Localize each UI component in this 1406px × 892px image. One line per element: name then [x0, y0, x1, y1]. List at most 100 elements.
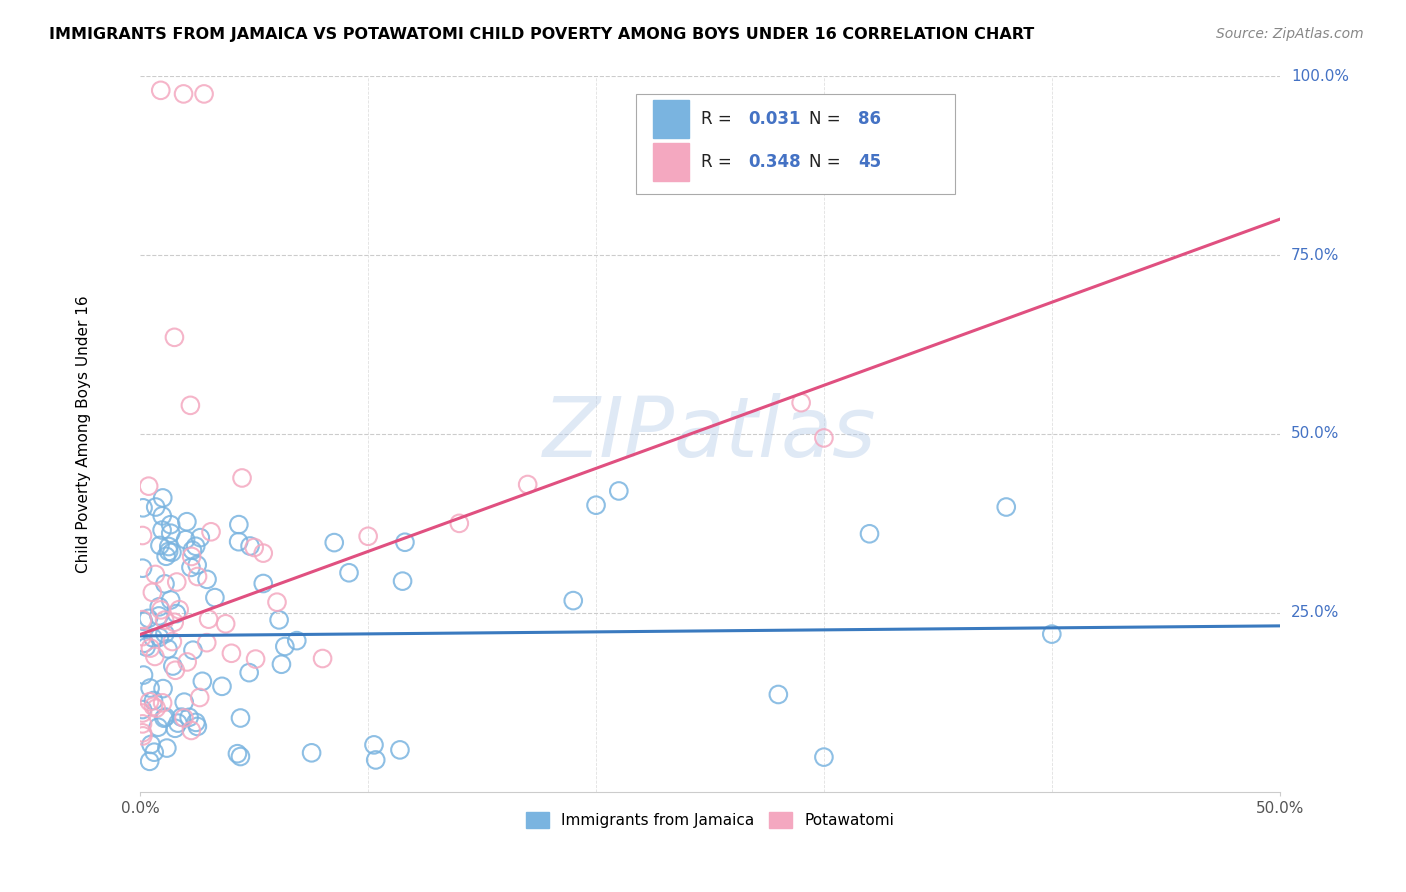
Point	[139, 641, 162, 656]
Point	[149, 603, 172, 617]
Point	[337, 566, 360, 580]
Point	[181, 643, 204, 657]
Point	[858, 526, 880, 541]
Point	[179, 398, 201, 412]
Point	[516, 477, 538, 491]
Point	[170, 710, 193, 724]
Point	[132, 614, 155, 628]
FancyBboxPatch shape	[652, 144, 689, 180]
Point	[388, 743, 411, 757]
Point	[186, 558, 208, 572]
Point	[146, 720, 169, 734]
Point	[149, 538, 172, 552]
Point	[181, 543, 204, 558]
Point	[160, 545, 183, 559]
Point	[131, 706, 153, 720]
Point	[301, 746, 323, 760]
Point	[132, 668, 155, 682]
Point	[211, 679, 233, 693]
Point	[238, 665, 260, 680]
Point	[157, 544, 180, 558]
Point	[132, 729, 155, 743]
Point	[995, 500, 1018, 514]
Point	[150, 508, 173, 523]
Point	[135, 640, 157, 654]
Point	[173, 711, 195, 725]
Text: 50.0%: 50.0%	[1291, 426, 1339, 442]
Point	[176, 655, 198, 669]
Point	[790, 395, 813, 409]
Point	[323, 535, 346, 549]
Point	[1040, 627, 1063, 641]
Text: Source: ZipAtlas.com: Source: ZipAtlas.com	[1216, 27, 1364, 41]
Point	[226, 747, 249, 761]
Point	[131, 613, 153, 627]
Point	[142, 693, 165, 707]
Text: IMMIGRANTS FROM JAMAICA VS POTAWATOMI CHILD POVERTY AMONG BOYS UNDER 16 CORRELAT: IMMIGRANTS FROM JAMAICA VS POTAWATOMI CH…	[49, 27, 1035, 42]
Point	[173, 695, 195, 709]
Point	[193, 87, 215, 101]
Point	[252, 576, 274, 591]
Text: 86: 86	[858, 110, 882, 128]
Point	[152, 696, 174, 710]
Point	[163, 615, 186, 630]
Text: ZIPatlas: ZIPatlas	[543, 393, 877, 475]
Point	[204, 591, 226, 605]
Point	[139, 738, 162, 752]
Point	[138, 695, 160, 709]
Point	[167, 602, 190, 616]
Text: 0.031: 0.031	[749, 110, 801, 128]
Point	[153, 711, 176, 725]
Point	[156, 641, 179, 656]
Point	[449, 516, 471, 531]
Point	[156, 741, 179, 756]
Point	[229, 749, 252, 764]
Point	[148, 609, 170, 624]
Point	[768, 688, 790, 702]
Point	[148, 599, 170, 614]
Point	[311, 651, 333, 665]
Point	[131, 702, 153, 716]
Legend: Immigrants from Jamaica, Potawatomi: Immigrants from Jamaica, Potawatomi	[520, 806, 900, 834]
Point	[195, 635, 218, 649]
Point	[131, 630, 153, 644]
Point	[197, 612, 219, 626]
Point	[138, 479, 160, 493]
Text: R =: R =	[700, 110, 737, 128]
Point	[239, 539, 262, 553]
Point	[243, 541, 266, 555]
Point	[167, 716, 190, 731]
Point	[252, 546, 274, 560]
Point	[153, 627, 176, 641]
Point	[813, 750, 835, 764]
Point	[228, 534, 250, 549]
Point	[149, 83, 172, 97]
Point	[155, 710, 177, 724]
Point	[138, 755, 160, 769]
Point	[180, 723, 202, 738]
Point	[148, 630, 170, 644]
Point	[607, 483, 630, 498]
Point	[184, 539, 207, 553]
Point	[163, 330, 186, 344]
Point	[186, 569, 208, 583]
Point	[200, 524, 222, 539]
Point	[270, 657, 292, 672]
Text: 45: 45	[858, 153, 882, 171]
Point	[162, 634, 184, 648]
Point	[562, 593, 585, 607]
Point	[142, 699, 165, 714]
Point	[153, 613, 176, 627]
Point	[180, 549, 202, 564]
Point	[152, 681, 174, 696]
Point	[245, 652, 267, 666]
Point	[159, 526, 181, 541]
Point	[274, 640, 297, 654]
Text: R =: R =	[700, 153, 737, 171]
Point	[221, 646, 243, 660]
Point	[391, 574, 413, 588]
Point	[165, 721, 187, 735]
Point	[141, 585, 163, 599]
Text: N =: N =	[808, 110, 846, 128]
Point	[157, 540, 180, 554]
